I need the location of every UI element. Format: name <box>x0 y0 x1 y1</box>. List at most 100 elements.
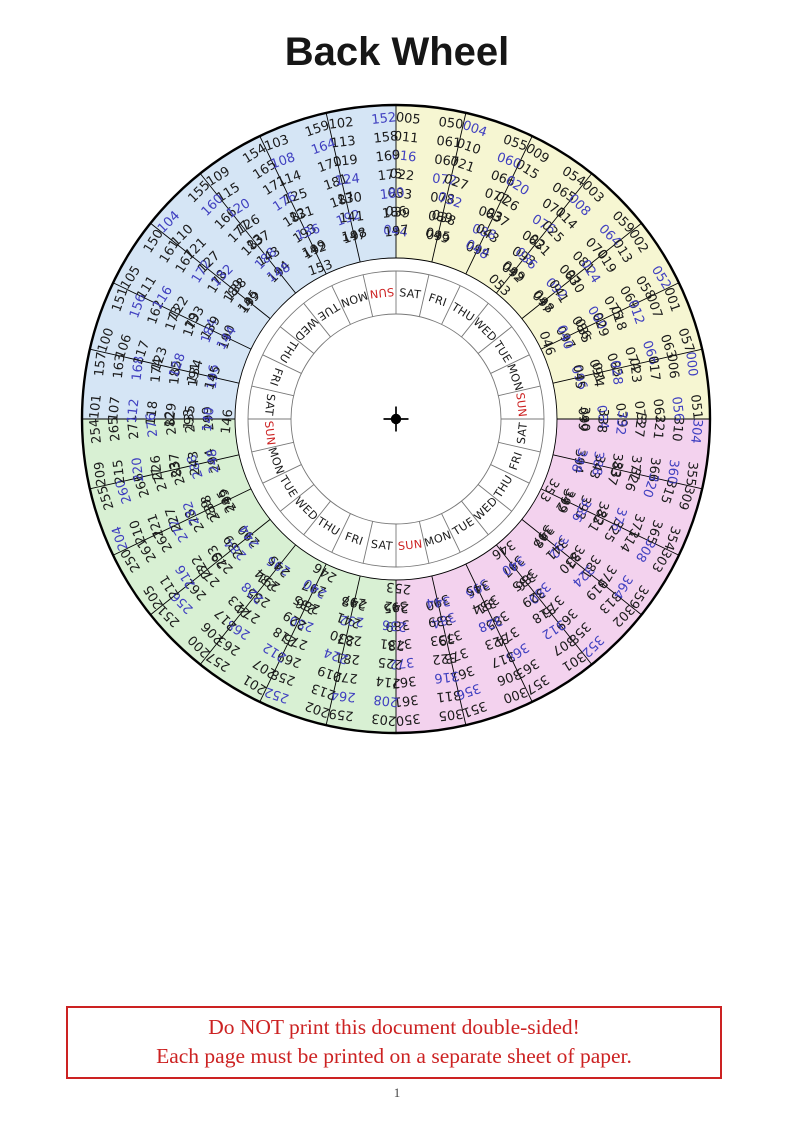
day-cell-divider <box>303 303 331 338</box>
year-number: 383 <box>607 452 625 478</box>
day-cell-divider <box>490 464 530 484</box>
year-number: 175 <box>377 167 403 185</box>
sector-divider <box>465 563 533 703</box>
year-number: 305 <box>438 705 464 723</box>
sector-divider <box>199 544 296 665</box>
day-cell-divider <box>490 354 530 374</box>
year-number: 281 <box>334 649 360 667</box>
sector-divider <box>496 173 593 294</box>
year-number: 051 <box>687 394 705 420</box>
year-number: 006 <box>663 353 681 379</box>
year-number: 276 <box>144 412 162 438</box>
year-number: 287 <box>336 630 362 648</box>
day-label: SUN <box>369 285 395 301</box>
year-number: 208 <box>373 691 399 709</box>
year-number: 367 <box>391 673 417 691</box>
year-number: 332 <box>612 410 630 436</box>
year-number: 028 <box>607 359 625 385</box>
day-label: MON <box>265 446 286 476</box>
day-cell-divider <box>280 484 315 512</box>
year-number: 338 <box>593 407 611 433</box>
year-number: 322 <box>431 649 457 667</box>
year-number: 157 <box>92 351 110 377</box>
year-number: 394 <box>570 448 588 474</box>
year-number: 271 <box>125 414 143 440</box>
print-warning-line2: Each page must be printed on a separate … <box>156 1043 632 1068</box>
year-number: 264 <box>330 686 356 704</box>
year-number: 191 <box>186 362 204 388</box>
day-label: MON <box>339 288 369 309</box>
year-number: 135 <box>181 404 199 430</box>
year-number: 327 <box>631 412 649 438</box>
year-number: 050 <box>438 115 464 133</box>
year-number: 146 <box>219 408 237 434</box>
day-label: FRI <box>427 291 449 309</box>
sector-divider <box>112 488 252 556</box>
year-number: 378 <box>387 635 413 653</box>
year-number: 321 <box>650 414 668 440</box>
print-warning-line1: Do NOT print this document double-sided! <box>208 1015 580 1039</box>
sector-divider <box>552 348 703 384</box>
day-cell-divider <box>418 521 430 564</box>
year-number: 377 <box>626 454 644 480</box>
year-number: 129 <box>162 402 180 428</box>
year-number: 062 <box>650 398 668 424</box>
day-cell-divider <box>331 513 351 553</box>
year-number: 101 <box>87 394 105 420</box>
sector-divider <box>150 222 271 319</box>
quadrant-years-300-399 <box>396 419 710 733</box>
year-sector: 0030080140250310360420530590640700810870… <box>485 178 637 317</box>
day-label: SUN <box>262 420 278 446</box>
day-label: MON <box>423 528 453 549</box>
year-number: 078 <box>429 190 455 208</box>
sector-divider <box>259 135 327 275</box>
year-sector: 2032082142252312362422532592642702812872… <box>328 579 412 728</box>
year-number: 056 <box>668 396 686 422</box>
year-number: 005 <box>395 110 421 128</box>
sector-divider <box>112 282 252 350</box>
year-number: 023 <box>626 357 644 383</box>
year-number: 185 <box>167 359 185 385</box>
year-number: 095 <box>425 228 451 246</box>
year-number: 073 <box>631 400 649 426</box>
year-number: 215 <box>111 459 129 485</box>
year-number: 140 <box>200 406 218 432</box>
year-number: 107 <box>106 396 124 422</box>
year-number: 186 <box>381 204 407 222</box>
day-cell-divider <box>303 500 331 535</box>
year-number: 168 <box>130 355 148 381</box>
day-cell-divider <box>441 513 461 553</box>
day-cell-divider <box>477 326 512 354</box>
year-number: 395 <box>382 597 408 615</box>
year-number: 344 <box>425 593 451 611</box>
day-cell-divider <box>461 303 489 338</box>
day-cell-divider <box>280 326 315 354</box>
year-number: 119 <box>332 153 358 171</box>
day-cell-divider <box>262 464 302 484</box>
year-number: 355 <box>682 461 700 487</box>
year-number: 339 <box>427 611 453 629</box>
year-number: 360 <box>663 459 681 485</box>
day-label: SAT <box>515 422 530 445</box>
day-cell-divider <box>441 285 461 325</box>
sector-divider <box>199 173 296 294</box>
back-wheel: 0050110160220330390440500610670720780890… <box>80 103 712 735</box>
year-number: 349 <box>574 405 592 431</box>
sector-divider <box>521 519 642 616</box>
year-number: 033 <box>387 185 413 203</box>
year-number: 180 <box>379 185 405 203</box>
day-label: TUE <box>490 338 514 365</box>
year-number: 197 <box>383 223 409 241</box>
day-label: SAT <box>262 393 277 416</box>
year-number: 113 <box>330 134 356 152</box>
sector-divider <box>150 519 271 616</box>
year-number: 316 <box>433 668 459 686</box>
year-number: 034 <box>588 362 606 388</box>
year-number: 242 <box>383 597 409 615</box>
year-number: 298 <box>341 593 367 611</box>
quadrant-years-100-199 <box>82 105 396 419</box>
